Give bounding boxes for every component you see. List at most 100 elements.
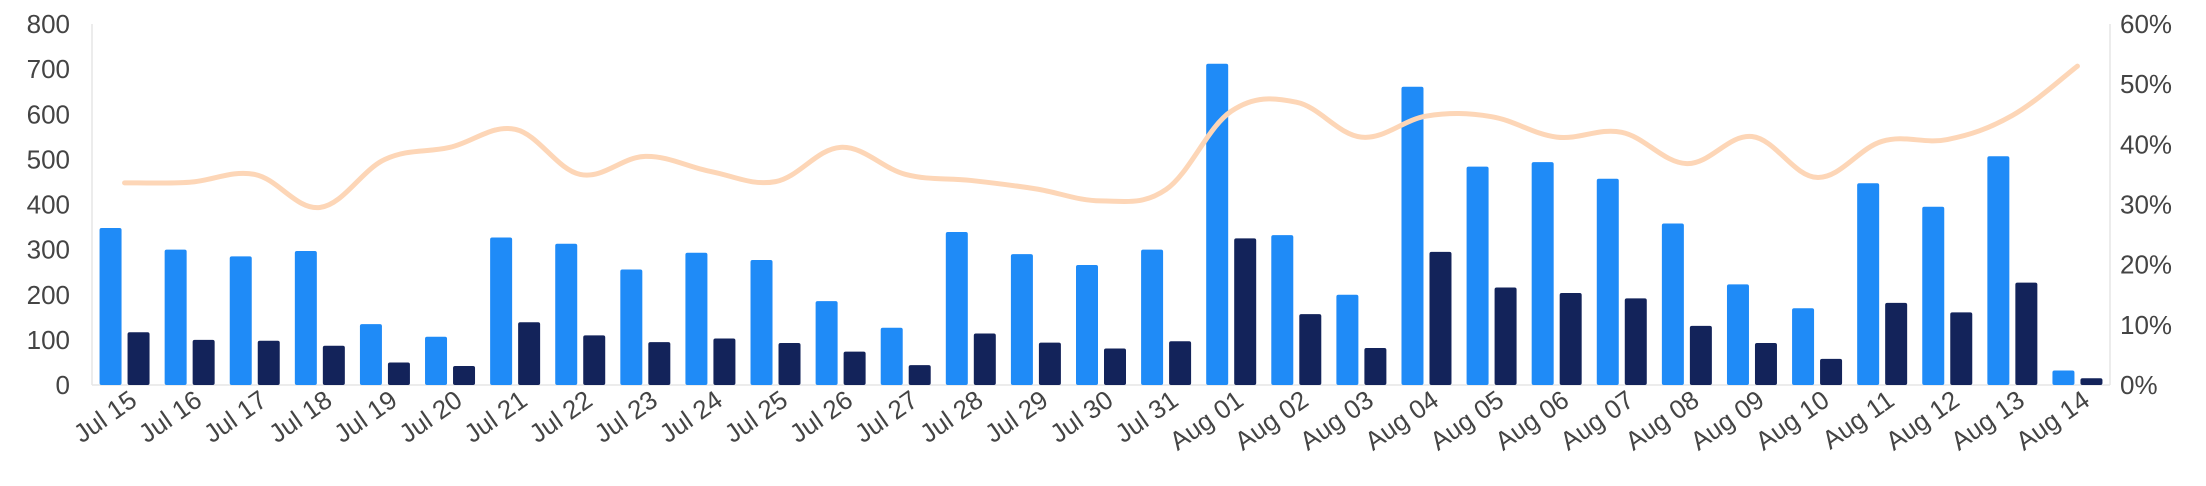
x-tick-label: Jul 17	[198, 384, 272, 448]
y-left-tick-label: 100	[27, 325, 70, 355]
bar-series-2	[583, 335, 606, 385]
x-tick-label: Aug 11	[1816, 384, 1899, 455]
bar-series-2	[2080, 378, 2103, 385]
x-tick-label: Aug 02	[1229, 384, 1314, 456]
bar-series-2	[1364, 347, 1387, 385]
bar-series-1	[1661, 223, 1684, 385]
rate-line	[122, 63, 2080, 211]
x-tick-label: Jul 15	[68, 384, 142, 448]
bar-series-1	[1076, 264, 1098, 385]
bar-series-2	[127, 332, 150, 385]
x-tick-label: Jul 16	[133, 384, 207, 448]
bar-series-1	[880, 327, 903, 385]
y-left-tick-label: 0	[56, 370, 70, 400]
x-tick-label: Jul 22	[524, 384, 598, 448]
bar-series-1	[490, 237, 513, 385]
x-tick-label: Jul 26	[784, 384, 858, 448]
x-tick-label: Jul 19	[328, 384, 402, 448]
x-tick-label: Aug 14	[2010, 384, 2095, 456]
bar-series-2	[453, 366, 476, 385]
x-tick-label: Jul 21	[459, 384, 533, 448]
x-tick-label: Aug 04	[1359, 384, 1444, 456]
bar-series-2	[1559, 292, 1582, 385]
y-left-tick-label: 600	[27, 99, 70, 129]
y-left-tick-label: 300	[27, 235, 70, 265]
bar-series-2	[1169, 341, 1192, 385]
y-left-tick-label: 400	[27, 190, 70, 220]
x-tick-label: Aug 07	[1555, 384, 1640, 456]
bar-series-2	[1754, 343, 1777, 385]
bar-series-1	[620, 269, 643, 385]
y-right-tick-label: 60%	[2120, 9, 2172, 39]
bar-series-2	[1950, 312, 1973, 385]
y-left-tick-label: 700	[27, 54, 70, 84]
x-tick-label: Aug 10	[1750, 384, 1835, 456]
bar-series-1	[1141, 249, 1164, 385]
x-tick-label: Jul 18	[263, 384, 337, 448]
bar-series-2	[387, 362, 410, 385]
x-tick-label: Jul 27	[849, 384, 923, 448]
bar-series-2	[778, 343, 801, 385]
bar-series-1	[425, 336, 448, 385]
bar-series-2	[843, 351, 866, 385]
bar-series-1	[750, 260, 773, 385]
bar-series-1	[164, 249, 187, 385]
x-tick-label: Jul 24	[654, 384, 728, 448]
bar-series-1	[815, 301, 838, 385]
bar-series-2	[518, 322, 541, 385]
bar-series-2	[257, 340, 280, 385]
bar-series-2	[1429, 251, 1452, 385]
bar-series-1	[555, 243, 578, 385]
x-tick-label: Aug 06	[1489, 384, 1574, 456]
x-tick-label: Jul 25	[719, 384, 793, 448]
x-tick-label: Jul 20	[393, 384, 467, 448]
bar-series-1	[1336, 294, 1359, 385]
y-right-tick-label: 0%	[2120, 370, 2158, 400]
bar-series-1	[1466, 166, 1489, 385]
bar-series-2	[1624, 298, 1647, 385]
bar-series-1	[2052, 370, 2075, 385]
bar-series-2	[1038, 342, 1061, 385]
bar-series-1	[1987, 156, 2010, 385]
bar-series-2	[1234, 238, 1257, 385]
bar-series-2	[1299, 314, 1322, 385]
x-tick-label: Jul 29	[979, 384, 1053, 448]
bar-series-2	[713, 338, 736, 385]
bar-series-1	[1531, 162, 1554, 385]
x-tick-label: Aug 13	[1945, 384, 2030, 456]
y-right-tick-label: 30%	[2120, 190, 2172, 220]
bar-series-1	[294, 250, 317, 385]
bar-series-2	[1820, 358, 1843, 385]
x-tick-label: Jul 28	[914, 384, 988, 448]
bar-series-1	[1010, 254, 1033, 385]
bar-series-1	[1726, 284, 1749, 385]
rate-line-layer	[122, 63, 2080, 211]
bar-series-1	[1401, 86, 1424, 385]
bars	[99, 63, 2103, 386]
bar-series-2	[908, 365, 931, 385]
bar-series-2	[973, 333, 996, 385]
y-right-tick-label: 40%	[2120, 129, 2172, 159]
bar-series-1	[359, 324, 382, 385]
bar-series-1	[1206, 63, 1229, 386]
x-tick-label: Aug 09	[1685, 384, 1770, 456]
x-tick-label: Aug 01	[1164, 384, 1249, 456]
bar-series-2	[1104, 348, 1126, 385]
bar-series-1	[1922, 206, 1945, 385]
bar-series-1	[1857, 183, 1880, 385]
bar-series-1	[1271, 235, 1294, 385]
y-right-tick-label: 50%	[2120, 69, 2172, 99]
x-tick-label: Aug 03	[1294, 384, 1379, 456]
x-tick-label: Jul 23	[589, 384, 663, 448]
x-tick-label: Aug 05	[1424, 384, 1509, 456]
x-tick-label: Aug 08	[1620, 384, 1705, 456]
bar-series-1	[685, 252, 708, 385]
bar-series-2	[192, 339, 215, 385]
x-tick-label: Aug 12	[1880, 384, 1965, 456]
y-right-tick-label: 20%	[2120, 250, 2172, 280]
y-right-tick-label: 10%	[2120, 310, 2172, 340]
y-left-tick-label: 500	[27, 144, 70, 174]
bar-series-1	[945, 232, 968, 385]
